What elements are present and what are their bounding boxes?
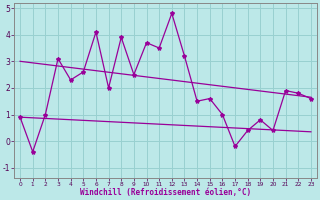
X-axis label: Windchill (Refroidissement éolien,°C): Windchill (Refroidissement éolien,°C) bbox=[80, 188, 251, 197]
